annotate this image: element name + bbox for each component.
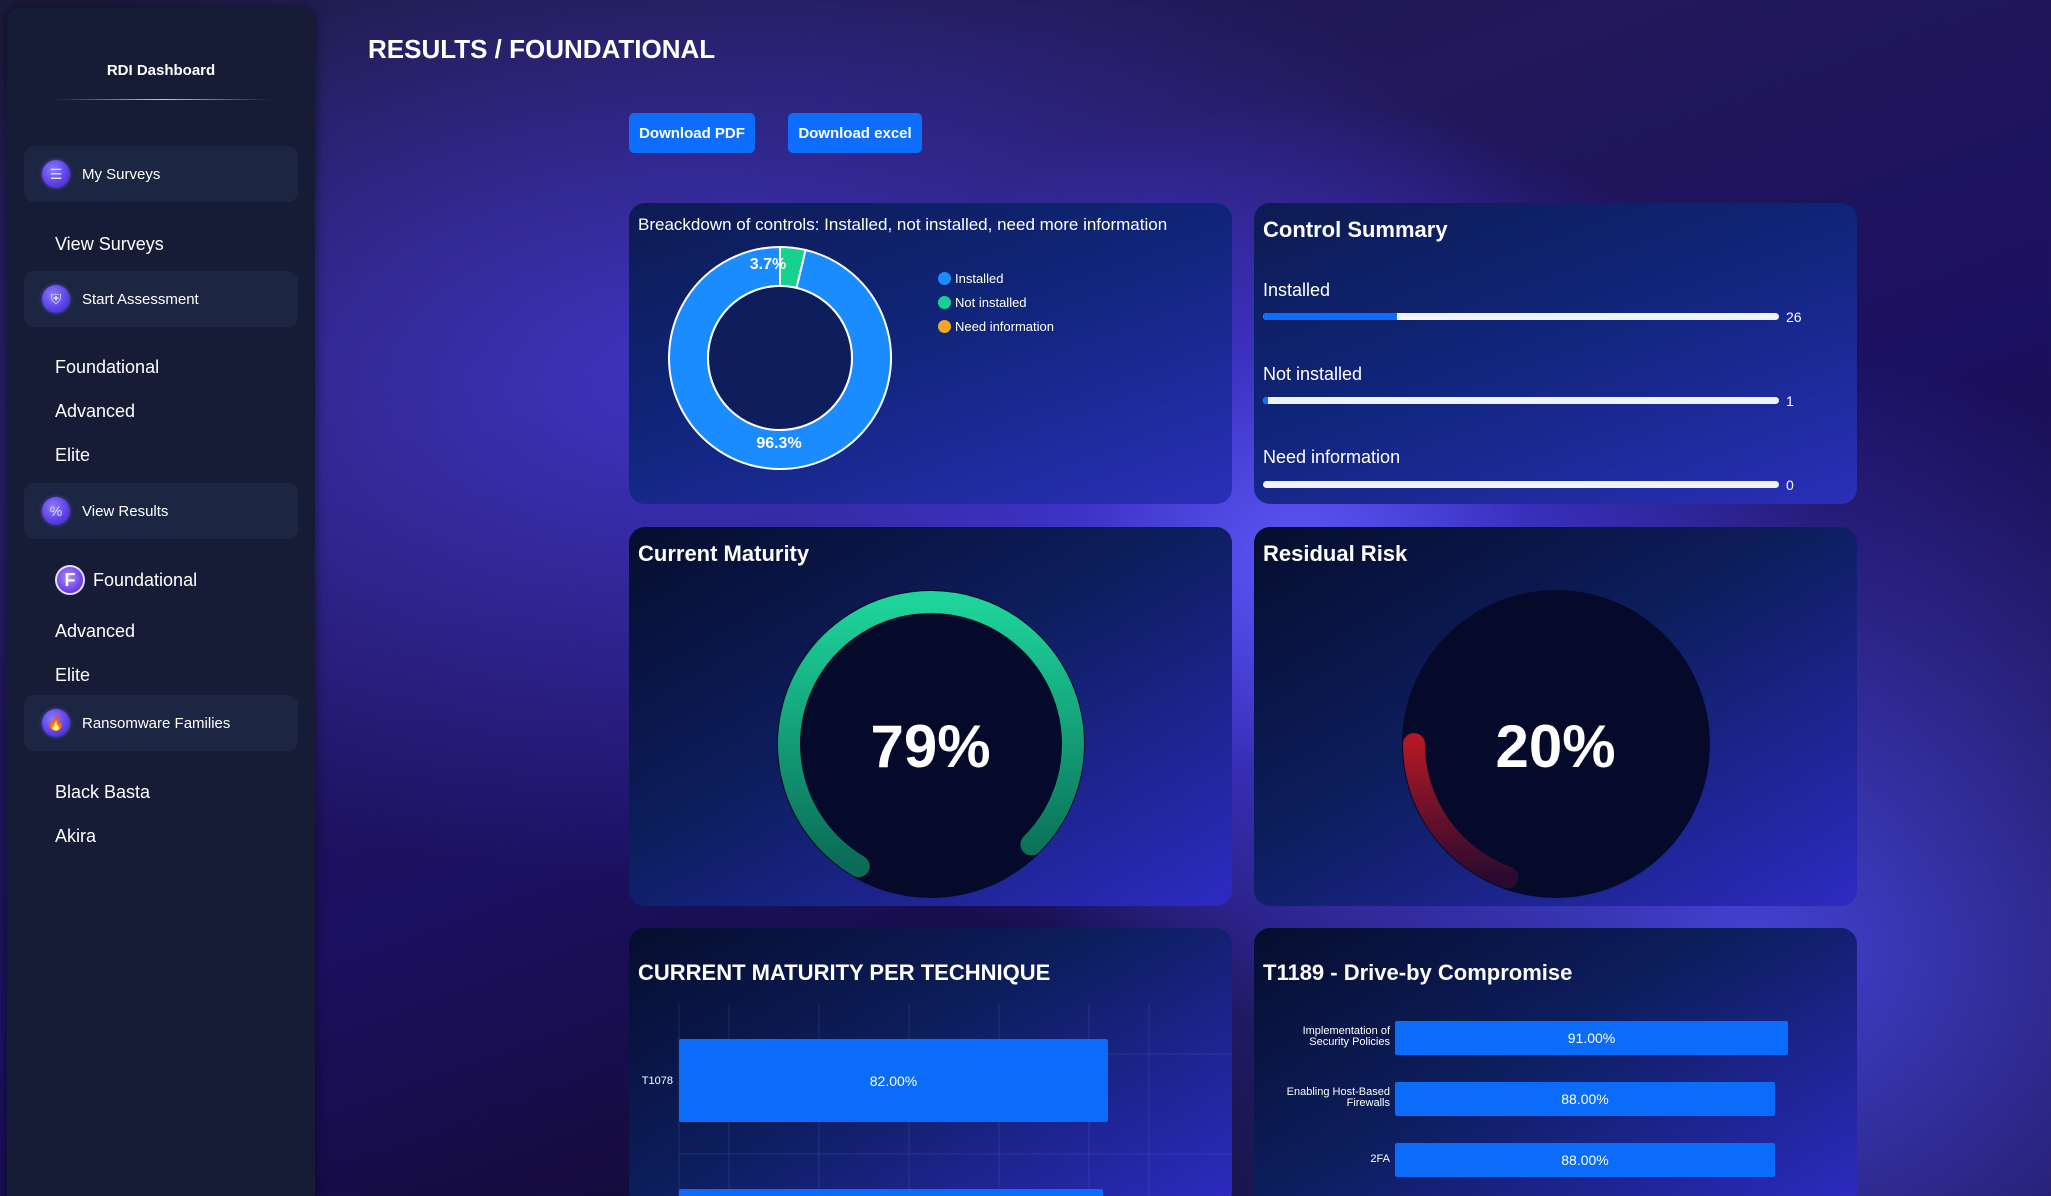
page-title: RESULTS / FOUNDATIONAL (368, 34, 716, 64)
summary-label-need-information: Need information (1263, 447, 1401, 467)
legend-swatch (938, 271, 951, 285)
active-indicator-icon: F (55, 565, 85, 595)
sidebar-section-label: My Surveys (82, 165, 161, 183)
residual-risk-title: Residual Risk (1263, 541, 1408, 566)
sidebar-section-ransomware-families[interactable]: 🔥 Ransomware Families (24, 695, 298, 751)
risk-value: 20% (1495, 713, 1616, 780)
breakdown-donut: 3.7% 96.3% (668, 245, 892, 470)
risk-gauge (1402, 590, 1710, 898)
gauge-face (1402, 590, 1710, 898)
gauge-arc (778, 591, 1084, 878)
drive-by-bar-value: 91.00% (1567, 1030, 1616, 1046)
flame-icon: 🔥 (42, 709, 70, 737)
drive-by-bar[interactable]: 91.00% (1395, 1021, 1788, 1055)
summary-value-need-information: 0 (1786, 477, 1794, 493)
technique-chart-title: CURRENT MATURITY PER TECHNIQUE (638, 960, 1051, 985)
sidebar-section-view-results[interactable]: % View Results (24, 483, 298, 539)
technique-bar-label: T1078 (641, 1075, 673, 1087)
summary-label-not-installed: Not installed (1263, 364, 1363, 384)
summary-bar-not-installed (1263, 397, 1779, 404)
download-excel-button[interactable]: Download excel (788, 113, 922, 153)
legend-item-installed[interactable]: Installed (938, 266, 1054, 290)
drive-by-bar-label: Implementation of Security Policies (1254, 1026, 1390, 1048)
donut-hole (707, 285, 853, 431)
drive-by-bar-label: Enabling Host-Based Firewalls (1254, 1087, 1390, 1109)
current-maturity-title: Current Maturity (638, 541, 810, 566)
control-summary-card: Control Summary Installed 26 Not install… (1254, 203, 1857, 504)
control-summary-title: Control Summary (1263, 217, 1448, 242)
legend-label: Installed (955, 270, 1004, 286)
drive-by-bar-value: 88.00% (1561, 1091, 1609, 1107)
drive-by-bar[interactable]: 88.00% (1395, 1143, 1775, 1177)
legend-label: Need information (955, 318, 1054, 334)
summary-label-installed: Installed (1263, 280, 1331, 300)
label-line: 2FA (1370, 1153, 1390, 1165)
residual-risk-card: Residual Risk 20% (1254, 527, 1857, 906)
drive-by-bar-value: 88.00% (1561, 1152, 1609, 1168)
label-line: Security Policies (1309, 1036, 1390, 1048)
technique-bar[interactable]: 82.00% (679, 1039, 1108, 1122)
brand-divider (55, 99, 271, 100)
legend-swatch (938, 295, 951, 309)
sidebar-item-results-advanced[interactable]: Advanced (55, 621, 136, 641)
legend-item-not-installed[interactable]: Not installed (938, 290, 1054, 314)
drive-by-chart-title: T1189 - Drive-by Compromise (1263, 960, 1573, 985)
technique-bar-value: 82.00% (869, 1072, 918, 1089)
sidebar-item-assessment-advanced[interactable]: Advanced (55, 401, 136, 421)
donut-label-not-installed: 3.7% (750, 256, 786, 273)
sidebar-item-akira[interactable]: Akira (55, 826, 97, 846)
percent-icon: % (42, 497, 70, 525)
brand-title: RDI Dashboard (106, 62, 216, 79)
gauge-face (777, 590, 1085, 898)
sidebar-section-start-assessment[interactable]: ⛨ Start Assessment (24, 271, 298, 327)
breakdown-card: Breackdown of controls: Installed, not i… (629, 203, 1232, 504)
summary-bar-fill (1263, 397, 1269, 404)
current-maturity-card: Current Maturity 79% (629, 527, 1232, 906)
sidebar-item-label: Foundational (93, 569, 198, 590)
maturity-value: 79% (870, 713, 991, 780)
shield-icon: ⛨ (42, 285, 70, 313)
summary-bar-need-information (1263, 481, 1779, 488)
sidebar-section-label: View Results (82, 502, 169, 520)
legend-item-need-information[interactable]: Need information (938, 314, 1054, 338)
gauge-arc (1403, 733, 1519, 889)
drive-by-bar-label: 2FA (1254, 1154, 1390, 1165)
summary-bar-installed (1263, 313, 1779, 320)
label-line: Implementation of (1302, 1025, 1390, 1037)
summary-bar-fill (1263, 313, 1398, 320)
label-line: Enabling Host-Based (1286, 1086, 1390, 1098)
donut-label-installed: 96.3% (756, 435, 801, 452)
sidebar-section-my-surveys[interactable]: ☰ My Surveys (24, 146, 298, 202)
breakdown-legend: Installed Not installed Need information (938, 266, 1054, 338)
sidebar-item-assessment-foundational[interactable]: Foundational (55, 357, 160, 377)
technique-chart-card: CURRENT MATURITY PER TECHNIQUE T1078 82.… (629, 928, 1232, 1196)
legend-label: Not installed (955, 294, 1027, 310)
drive-by-chart-card: T1189 - Drive-by Compromise Implementati… (1254, 928, 1857, 1196)
sidebar-item-black-basta[interactable]: Black Basta (55, 782, 151, 802)
download-pdf-button[interactable]: Download PDF (629, 113, 755, 153)
technique-bar[interactable] (679, 1189, 1103, 1196)
sidebar: RDI Dashboard ☰ My Surveys View Surveys … (7, 8, 315, 1196)
legend-swatch (938, 319, 951, 333)
breakdown-title: Breackdown of controls: Installed, not i… (638, 215, 1168, 234)
summary-value-installed: 26 (1786, 309, 1802, 325)
maturity-gauge (777, 590, 1085, 898)
summary-value-not-installed: 1 (1786, 393, 1794, 409)
label-line: Firewalls (1346, 1097, 1390, 1109)
list-icon: ☰ (42, 160, 70, 188)
sidebar-section-label: Ransomware Families (82, 714, 231, 732)
sidebar-item-assessment-elite[interactable]: Elite (55, 445, 91, 465)
sidebar-item-view-surveys[interactable]: View Surveys (55, 234, 164, 254)
sidebar-item-results-elite[interactable]: Elite (55, 665, 91, 685)
sidebar-section-label: Start Assessment (82, 290, 199, 308)
sidebar-item-results-foundational[interactable]: F Foundational (55, 565, 197, 595)
drive-by-bar[interactable]: 88.00% (1395, 1082, 1775, 1116)
